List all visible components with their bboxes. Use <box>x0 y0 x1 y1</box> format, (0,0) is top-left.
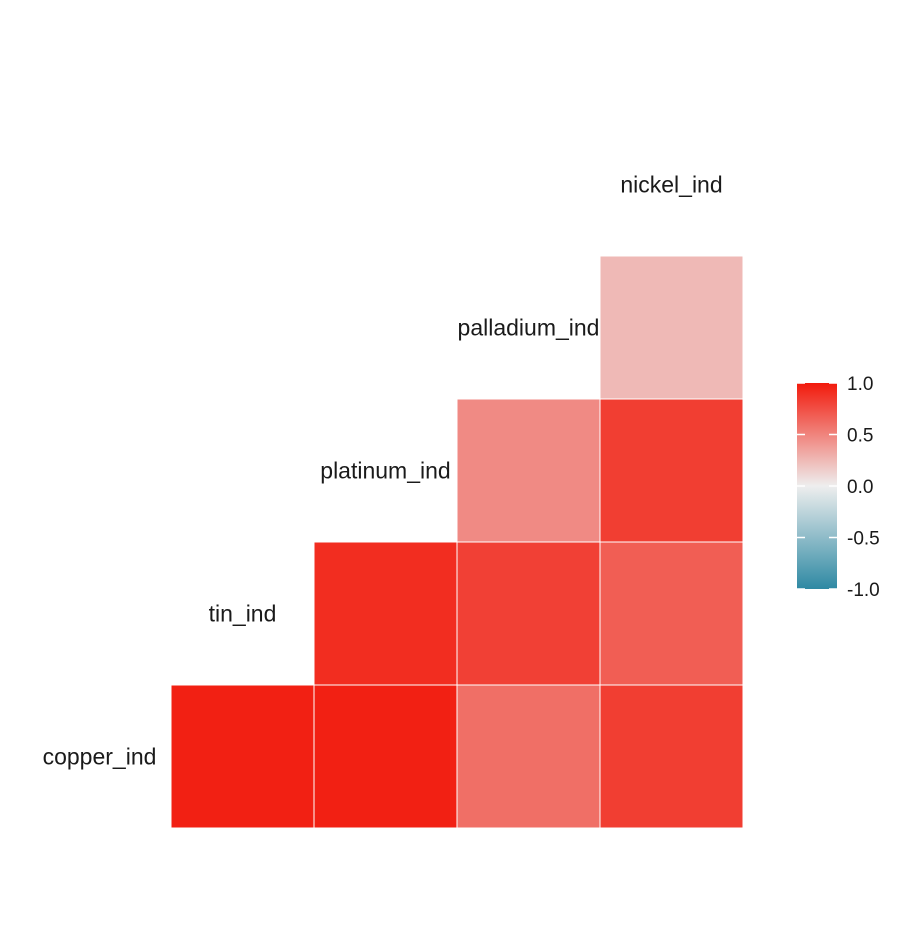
legend-tick-label: 0.0 <box>847 477 873 498</box>
variable-label-nickel-ind: nickel_ind <box>620 172 722 198</box>
legend-tick-label: -1.0 <box>847 580 880 601</box>
heatmap-cell-copper-ind-nickel-ind <box>599 684 744 829</box>
heatmap-cell-tin-ind-palladium-ind <box>456 541 601 686</box>
variable-label-copper-ind: copper_ind <box>43 744 157 770</box>
heatmap-cell-copper-ind-palladium-ind <box>456 684 601 829</box>
heatmap-cell-copper-ind-tin-ind <box>170 684 315 829</box>
variable-label-platinum-ind: platinum_ind <box>320 458 450 484</box>
legend-tick-label: 1.0 <box>847 374 873 395</box>
legend-ticks: 1.0 0.5 0.0 -0.5 -1.0 <box>797 374 880 601</box>
heatmap-cell-palladium-ind-nickel-ind <box>599 255 744 400</box>
variable-label-palladium-ind: palladium_ind <box>458 315 600 341</box>
heatmap-cell-platinum-ind-nickel-ind <box>599 398 744 543</box>
heatmap-cell-copper-ind-platinum-ind <box>313 684 458 829</box>
heatmap-cell-platinum-ind-palladium-ind <box>456 398 601 543</box>
legend-tick-label: -0.5 <box>847 529 880 550</box>
heatmap-cell-tin-ind-nickel-ind <box>599 541 744 686</box>
variable-labels: copper_ind tin_ind platinum_ind palladium_i… <box>43 172 723 770</box>
heatmap-cell-tin-ind-platinum-ind <box>313 541 458 686</box>
variable-label-tin-ind: tin_ind <box>209 601 277 627</box>
heatmap-cells <box>170 255 744 829</box>
color-legend: 1.0 0.5 0.0 -0.5 -1.0 <box>797 374 880 601</box>
legend-tick-label: 0.5 <box>847 426 873 447</box>
